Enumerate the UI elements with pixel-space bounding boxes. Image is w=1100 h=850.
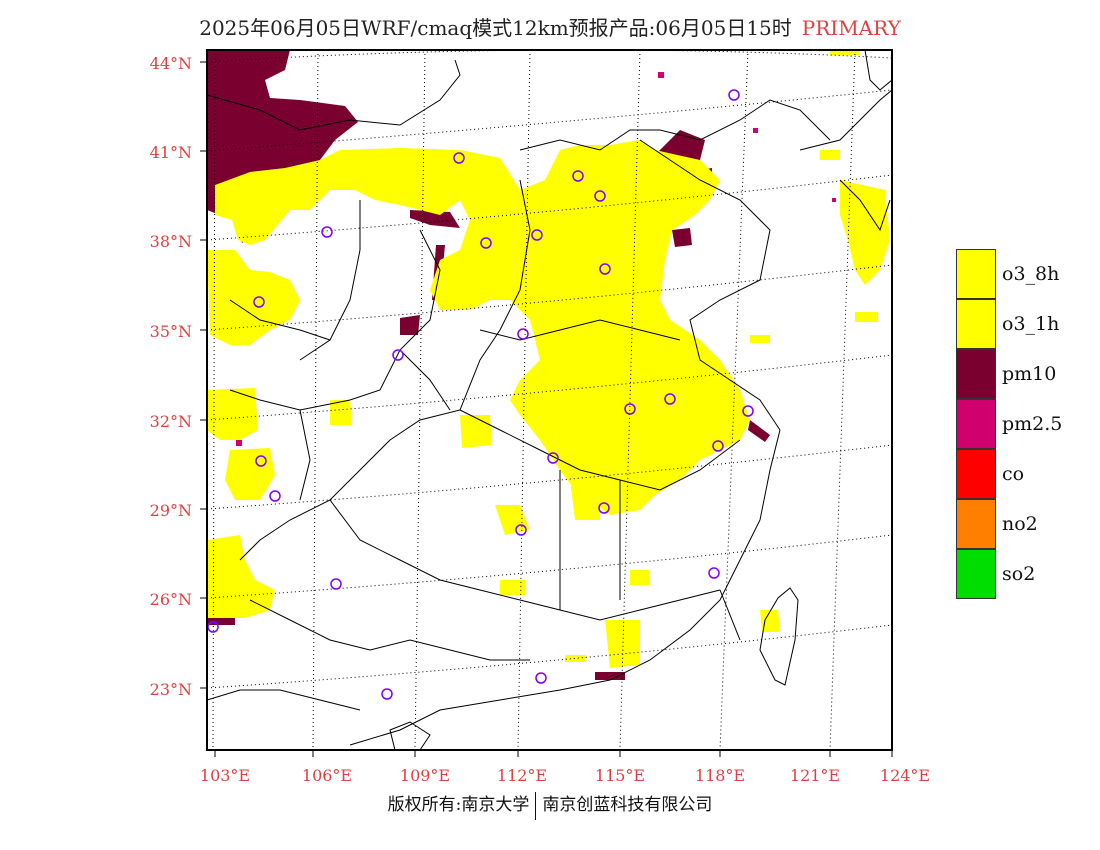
legend-item: pm2.5	[956, 399, 1096, 449]
map-title: 2025年06月05日WRF/cmaq模式12km预报产品:06月05日15时 P…	[0, 12, 1100, 41]
legend-label: o3_1h	[1002, 313, 1060, 335]
legend-label: pm2.5	[1002, 413, 1063, 435]
legend-swatch	[956, 549, 996, 599]
map-content	[207, 50, 892, 750]
hainan-outline	[389, 721, 431, 750]
lat-label: 23°N	[149, 680, 192, 699]
lon-label: 118°E	[694, 766, 746, 785]
tick-marks	[200, 61, 893, 757]
legend-item: co	[956, 449, 1096, 499]
lat-label: 35°N	[149, 322, 192, 341]
legend-label: o3_8h	[1002, 263, 1060, 285]
lat-label: 32°N	[149, 412, 192, 431]
lon-label: 106°E	[301, 766, 353, 785]
legend-item: so2	[956, 549, 1096, 599]
taiwan-outline	[759, 587, 799, 686]
legend-item: o3_1h	[956, 299, 1096, 349]
legend-swatch	[956, 349, 996, 399]
legend-swatch	[956, 399, 996, 449]
legend-swatch	[956, 299, 996, 349]
lon-label: 121°E	[789, 766, 841, 785]
lat-label: 41°N	[149, 143, 192, 162]
lon-label: 112°E	[496, 766, 548, 785]
pm25-specks	[236, 72, 836, 446]
legend-label: co	[1002, 463, 1025, 485]
lat-label: 38°N	[149, 232, 192, 251]
map-frame	[206, 49, 893, 751]
legend-item: no2	[956, 499, 1096, 549]
lon-label: 115°E	[594, 766, 646, 785]
legend-label: so2	[1002, 563, 1036, 585]
legend-label: no2	[1002, 513, 1038, 535]
legend-item: pm10	[956, 349, 1096, 399]
legend-swatch	[956, 249, 996, 299]
legend-swatch	[956, 449, 996, 499]
o3-areas	[207, 50, 890, 668]
lat-label: 44°N	[149, 54, 192, 73]
footer-separator	[535, 791, 537, 820]
admin-boundaries	[207, 50, 892, 746]
lat-label: 26°N	[149, 590, 192, 609]
legend-label: pm10	[1002, 363, 1057, 385]
legend: o3_8h o3_1h pm10 pm2.5 co no2 so2	[956, 249, 1096, 599]
lon-label: 103°E	[199, 766, 251, 785]
copyright-left: 版权所有:南京大学	[387, 795, 530, 815]
primary-tag: PRIMARY	[801, 16, 901, 40]
lon-label: 109°E	[399, 766, 451, 785]
legend-swatch	[956, 499, 996, 549]
map-title-text: 2025年06月05日WRF/cmaq模式12km预报产品:06月05日15时	[199, 16, 792, 40]
copyright-footer: 版权所有:南京大学 南京创蓝科技有限公司	[0, 790, 1100, 820]
lon-label: 124°E	[879, 766, 931, 785]
graticule	[207, 50, 892, 750]
lat-label: 29°N	[149, 501, 192, 520]
legend-item: o3_8h	[956, 249, 1096, 299]
site-markers	[207, 89, 754, 700]
copyright-right: 南京创蓝科技有限公司	[542, 795, 713, 815]
